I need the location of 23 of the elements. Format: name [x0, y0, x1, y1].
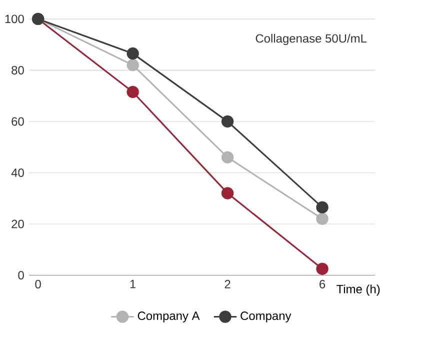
y-tick-label: 60 — [12, 117, 24, 126]
point — [221, 187, 234, 200]
x-tick-label: 1 — [130, 280, 136, 288]
x-tick-label: 0 — [35, 280, 41, 288]
point — [126, 58, 139, 72]
point — [316, 201, 328, 214]
point — [221, 151, 234, 164]
y-tick-label: 40 — [11, 168, 24, 177]
x-tick-label: 6 — [320, 280, 326, 288]
y-tick-label: 80 — [12, 66, 24, 74]
x-tick-label: 2 — [224, 280, 230, 288]
x-axis-title: Time (h) — [336, 284, 380, 296]
y-tick-label: 100 — [5, 14, 24, 24]
annotation: Collagenase 50U/mL — [256, 34, 367, 46]
point — [316, 262, 328, 275]
legend-label: Company A — [138, 312, 200, 322]
legend-label: Company — [240, 312, 292, 322]
y-tick-label: 20 — [12, 220, 24, 228]
point — [126, 86, 139, 98]
point — [316, 212, 328, 225]
point — [126, 47, 139, 60]
y-tick-label: 0 — [18, 270, 24, 280]
point — [221, 115, 234, 128]
